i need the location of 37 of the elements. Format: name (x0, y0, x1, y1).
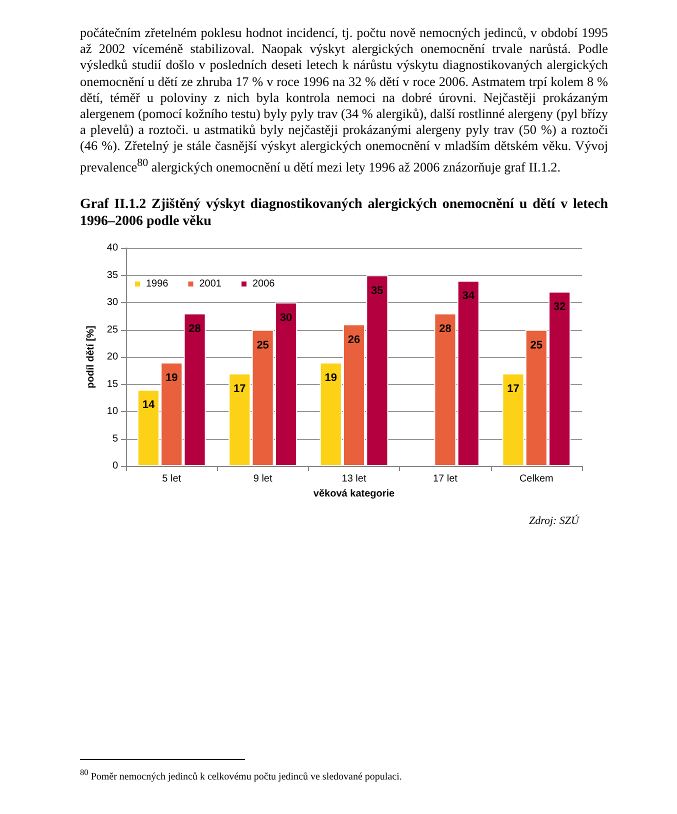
data-label: 28 (439, 322, 452, 335)
y-tick-label: 20 (106, 352, 118, 362)
data-label: 19 (165, 372, 178, 384)
y-tick-label: 10 (106, 406, 118, 417)
data-label: 19 (324, 372, 337, 384)
chart-title: Graf II.1.2 Zjištěný výskyt diagnostikovaných alergických onemocnění u dětí v letech 1996–2006 podle věku (80, 196, 608, 230)
y-tick-label: 25 (106, 324, 118, 336)
x-tick-label: Celkem (519, 474, 554, 484)
y-tick-label: 40 (106, 242, 118, 254)
y-tick-label: 30 (106, 297, 118, 308)
y-tick-label: 0 (112, 460, 118, 472)
x-tick-label: 5 let (162, 474, 182, 484)
data-label: 25 (530, 339, 543, 352)
x-tick-label: 17 let (432, 474, 458, 484)
text: $^{80}$ Poměr nemocných jedinců k celkovému počtu jedinců ve sledované populaci. (80, 768, 402, 782)
legend-label: 2001 (199, 278, 222, 290)
data-label: 25 (256, 339, 269, 352)
legend-label: 2006 (252, 278, 276, 290)
data-label: 17 (507, 382, 520, 395)
y-axis-title: podíl dětí [%] (86, 326, 96, 388)
data-label: 26 (348, 334, 360, 346)
legend-label: 1996 (146, 278, 169, 290)
data-label: 35 (371, 284, 384, 297)
text: Zdroj: SZÚ (528, 515, 579, 527)
x-tick-label: 9 let (253, 474, 272, 484)
x-tick-label: 13 let (342, 474, 366, 484)
y-tick-label: 15 (106, 378, 118, 390)
y-tick-label: 35 (106, 270, 118, 281)
x-axis-title: věková kategorie (313, 488, 396, 500)
y-tick-label: 5 (112, 433, 118, 444)
text: počátečním zřetelném poklesu hodnot incidencí, tj. počtu nově nemocných jedinců, v období 1995 až 2002 víceméně stabilizoval. Naopak výskyt alergických onemocnění trvale narůstá. Podle výsledků studií došlo v posledních deseti letech k nárůstu výskytu diagnostikovaných alergických onemocnění u dětí ze zhruba 17 % v roce 1996 na 32 % dětí v roce 2006. Astmatem trpí kolem 8 % dětí, téměř u poloviny z nich byla kontrola nemoci na dobré úrovni. Nejčastěji prokázaným alergenem (pomocí kožního testu) byly pyly trav (34 % alergiků), další rostlinné alergeny (pyl břízy a plevelů) a roztoči. u astmatiků byly nejčastěji prokázanými alergeny pyly trav (50 %) a roztoči (46 %). Zřetelný je stále časnější výskyt alergických onemocnění v mladším dětském věku. Vývoj prevalence$^{80}$ alergických onemocnění u dětí mezi lety 1996 až 2006 znázorňuje graf II.1.2. (80, 25, 608, 174)
data-label: 34 (462, 290, 476, 302)
data-label: 14 (142, 399, 156, 412)
data-label: 30 (280, 312, 292, 324)
data-label: 32 (553, 301, 566, 314)
data-label: 17 (234, 382, 246, 395)
data-label: 28 (188, 322, 201, 335)
